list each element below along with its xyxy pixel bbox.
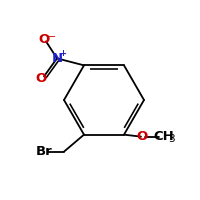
Text: O: O	[136, 130, 148, 143]
Text: +: +	[60, 49, 67, 58]
Text: 3: 3	[168, 134, 174, 144]
Text: Br: Br	[36, 145, 52, 158]
Text: O: O	[38, 33, 49, 46]
Text: N: N	[51, 52, 63, 65]
Text: O: O	[35, 72, 47, 85]
Text: −: −	[48, 32, 56, 42]
Text: CH: CH	[154, 130, 174, 143]
